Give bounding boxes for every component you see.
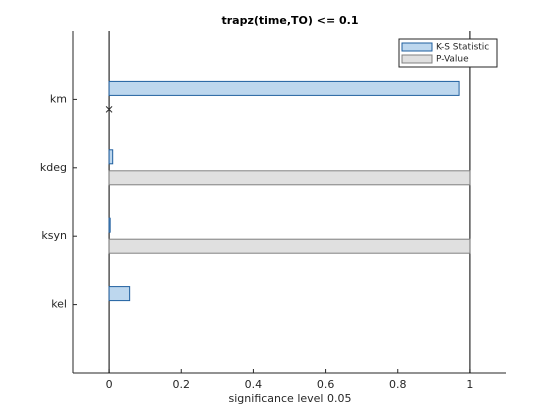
bar bbox=[108, 217, 111, 233]
legend-swatch bbox=[401, 42, 433, 52]
y-tick-label: kel bbox=[51, 298, 67, 311]
legend-swatch bbox=[401, 54, 433, 64]
y-tick-label: ksyn bbox=[41, 229, 67, 242]
x-tick-label: 0.4 bbox=[245, 378, 263, 391]
x-tick-label: 1 bbox=[466, 378, 473, 391]
legend-label: P-Value bbox=[436, 55, 469, 65]
chart-title: trapz(time,TO) <= 0.1 bbox=[221, 14, 358, 27]
x-axis-label: significance level 0.05 bbox=[229, 392, 352, 405]
x-tick-label: 0 bbox=[106, 378, 113, 391]
y-tick-label: kdeg bbox=[40, 161, 67, 174]
legend-label: K-S Statistic bbox=[436, 43, 489, 53]
x-tick-label: 0.8 bbox=[389, 378, 407, 391]
x-tick-label: 0.2 bbox=[173, 378, 191, 391]
zero-marker bbox=[105, 106, 113, 113]
y-tick-label: km bbox=[50, 92, 67, 105]
bar bbox=[108, 238, 471, 254]
bar bbox=[108, 170, 471, 186]
x-tick-label: 0.6 bbox=[317, 378, 335, 391]
bar bbox=[108, 80, 460, 96]
bar bbox=[108, 149, 114, 165]
bar bbox=[108, 286, 131, 302]
